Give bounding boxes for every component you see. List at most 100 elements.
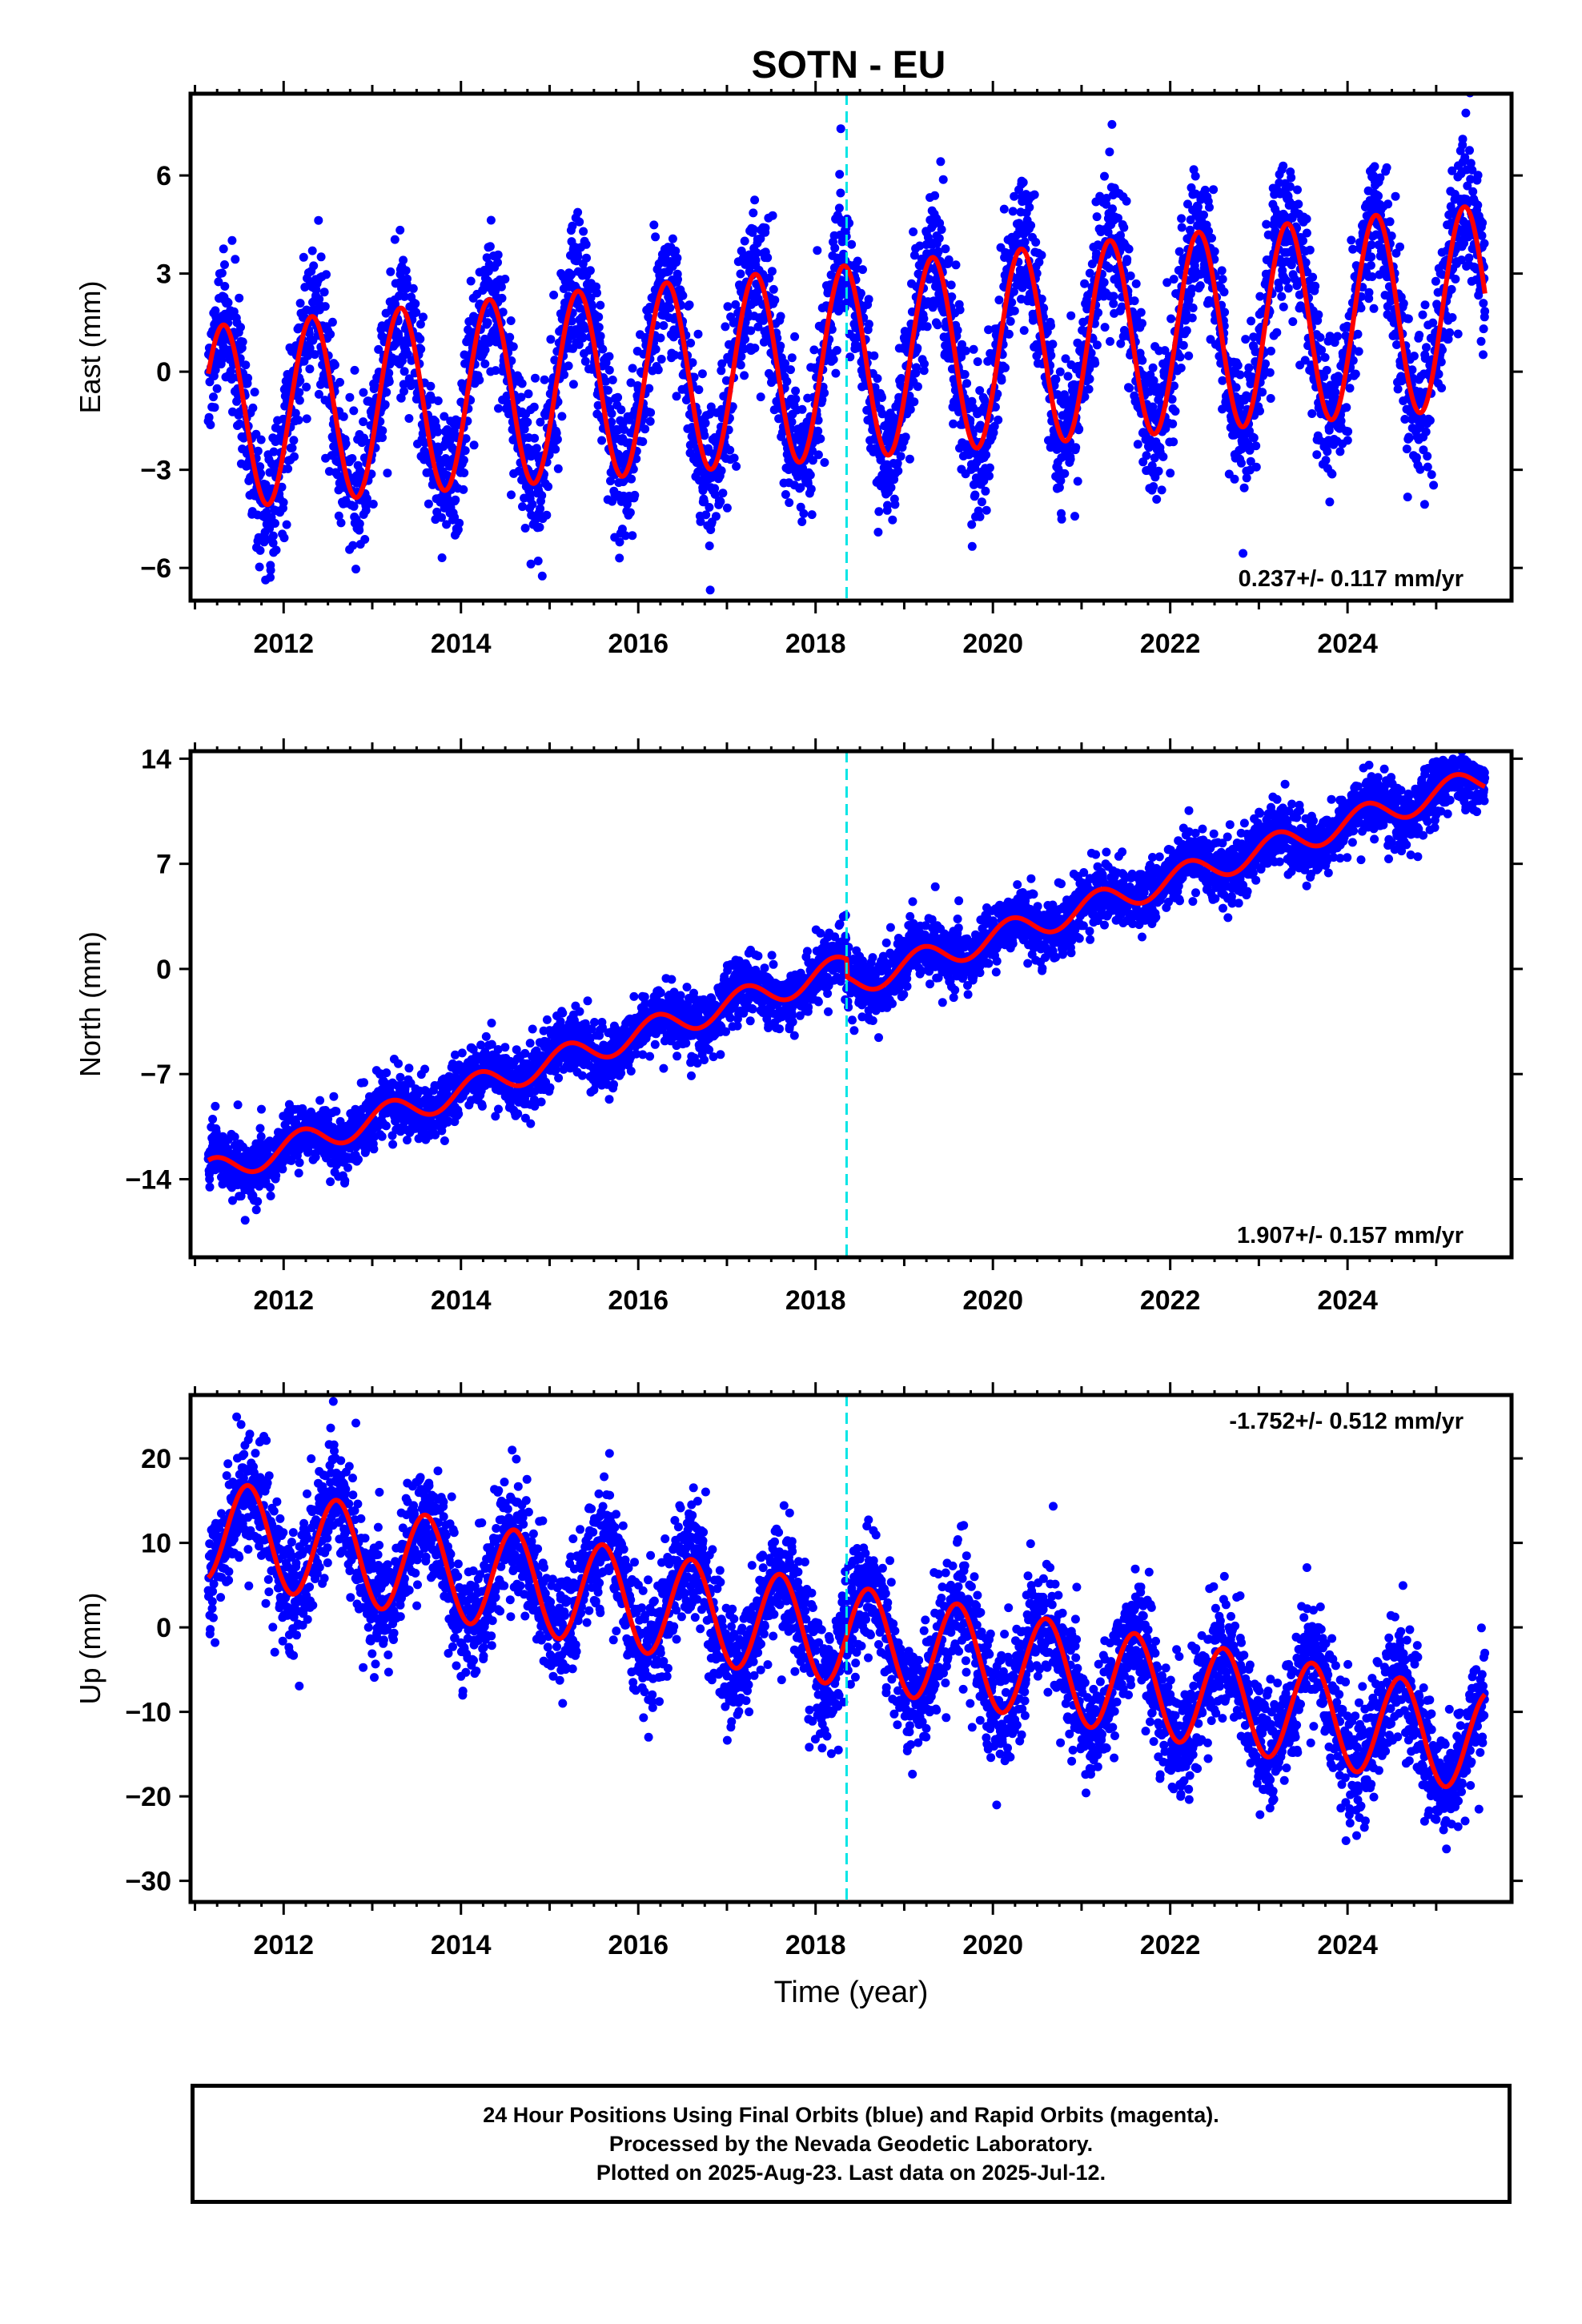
- data-point: [1266, 394, 1275, 403]
- data-point: [909, 397, 919, 407]
- data-point: [975, 512, 985, 521]
- y-tick-label: 3: [156, 259, 171, 290]
- data-point: [1409, 352, 1419, 361]
- data-point: [400, 387, 408, 396]
- data-point: [320, 302, 330, 312]
- data-point: [1109, 292, 1118, 301]
- data-point: [383, 468, 392, 478]
- data-point: [741, 335, 749, 344]
- data-point: [1283, 283, 1293, 293]
- data-point: [896, 452, 905, 461]
- data-point: [396, 393, 406, 403]
- data-point: [1084, 384, 1094, 394]
- data-point: [1391, 191, 1400, 201]
- data-point: [688, 358, 697, 368]
- data-point: [912, 363, 921, 372]
- data-point: [582, 253, 591, 263]
- data-point: [1119, 223, 1129, 232]
- data-point: [1402, 444, 1411, 454]
- data-point: [253, 1196, 263, 1206]
- data-point: [279, 497, 288, 507]
- data-point: [753, 322, 763, 332]
- data-point: [1157, 485, 1166, 495]
- data-point: [1420, 300, 1430, 310]
- data-point: [1055, 367, 1065, 376]
- data-point: [255, 462, 265, 472]
- data-point: [596, 332, 605, 341]
- x-tick-label: 2020: [962, 629, 1023, 659]
- data-point: [722, 503, 732, 513]
- data-point: [316, 252, 326, 262]
- data-point: [396, 225, 405, 235]
- data-point: [749, 208, 758, 218]
- data-point: [256, 1132, 266, 1141]
- data-point: [433, 427, 443, 436]
- data-point: [494, 404, 503, 413]
- data-point: [1210, 247, 1219, 256]
- data-point: [1158, 452, 1168, 461]
- data-point: [1351, 369, 1360, 379]
- data-point: [751, 255, 761, 265]
- data-point: [416, 344, 426, 354]
- data-point: [750, 195, 760, 205]
- data-point: [973, 357, 982, 367]
- data-point: [551, 444, 560, 454]
- data-point: [443, 471, 452, 480]
- data-point: [1403, 314, 1413, 324]
- data-point: [1099, 278, 1109, 287]
- data-point: [581, 239, 591, 249]
- data-point: [348, 541, 358, 550]
- data-point: [1233, 360, 1243, 370]
- data-point: [615, 553, 624, 563]
- data-point: [807, 510, 817, 520]
- data-point: [349, 501, 359, 511]
- data-point: [1074, 424, 1084, 434]
- data-point: [573, 252, 583, 261]
- data-point: [1191, 171, 1200, 181]
- data-point: [359, 417, 368, 427]
- data-point: [1299, 236, 1307, 246]
- data-point: [698, 486, 708, 495]
- data-point: [721, 376, 731, 385]
- data-point: [1070, 512, 1079, 521]
- data-point: [717, 359, 727, 368]
- data-point: [686, 338, 696, 348]
- data-point: [530, 433, 540, 443]
- data-point: [1025, 203, 1034, 212]
- data-point: [1026, 221, 1036, 230]
- data-point: [678, 291, 688, 300]
- data-point: [1066, 455, 1075, 464]
- data-point: [706, 402, 716, 412]
- data-point: [1046, 351, 1056, 360]
- data-point: [1415, 464, 1425, 474]
- data-point: [1092, 212, 1102, 222]
- data-point: [693, 329, 703, 339]
- data-point: [653, 365, 663, 375]
- data-point: [627, 474, 636, 484]
- data-point: [506, 316, 516, 325]
- data-point: [360, 535, 370, 544]
- data-point: [1073, 476, 1082, 486]
- data-point: [1239, 483, 1249, 493]
- data-point: [1187, 313, 1197, 323]
- data-point: [651, 232, 661, 242]
- data-point: [656, 355, 666, 364]
- data-point: [847, 239, 857, 249]
- data-point: [1403, 493, 1412, 502]
- data-point: [705, 585, 715, 595]
- data-point: [1385, 217, 1395, 227]
- data-point: [416, 334, 425, 344]
- data-point: [761, 223, 770, 233]
- data-point: [626, 378, 636, 388]
- data-point: [461, 434, 471, 444]
- data-point: [253, 446, 263, 456]
- data-point: [1288, 317, 1298, 327]
- data-point: [985, 463, 994, 472]
- data-point: [1395, 242, 1404, 251]
- data-point: [596, 300, 605, 310]
- data-point: [1476, 336, 1486, 346]
- data-point: [533, 557, 543, 565]
- x-tick-label: 2012: [253, 629, 314, 659]
- data-point: [1241, 335, 1251, 344]
